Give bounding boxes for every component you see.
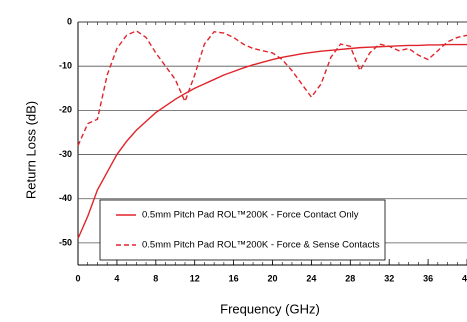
x-tick-label: 24	[306, 273, 316, 283]
x-tick-label: 16	[229, 273, 239, 283]
x-axis-label: Frequency (GHz)	[220, 301, 320, 316]
y-axis-label: Return Loss (dB)	[23, 101, 38, 199]
x-tick-label: 0	[75, 273, 80, 283]
series-line	[77, 43, 467, 239]
y-tick-label: -50	[59, 237, 72, 247]
y-tick-label: -40	[59, 193, 72, 203]
y-tick-label: -30	[59, 149, 72, 159]
y-tick-label: -10	[59, 61, 72, 71]
x-tick-label: 28	[345, 273, 355, 283]
legend-label: 0.5mm Pitch Pad ROL™200K - Force Contact…	[142, 210, 359, 221]
y-tick-label: -20	[59, 105, 72, 115]
x-tick-label: 20	[267, 273, 277, 283]
x-tick-label: 8	[153, 273, 158, 283]
series-line	[77, 30, 467, 146]
x-tick-label: 40	[462, 273, 467, 283]
legend-box	[99, 199, 386, 261]
x-tick-label: 12	[190, 273, 200, 283]
legend: 0.5mm Pitch Pad ROL™200K - Force Contact…	[99, 199, 386, 261]
legend-label: 0.5mm Pitch Pad ROL™200K - Force & Sense…	[142, 240, 380, 251]
x-tick-label: 4	[114, 273, 119, 283]
y-tick-label: 0	[67, 16, 72, 26]
x-tick-label: 36	[423, 273, 433, 283]
x-tick-label: 32	[384, 273, 394, 283]
